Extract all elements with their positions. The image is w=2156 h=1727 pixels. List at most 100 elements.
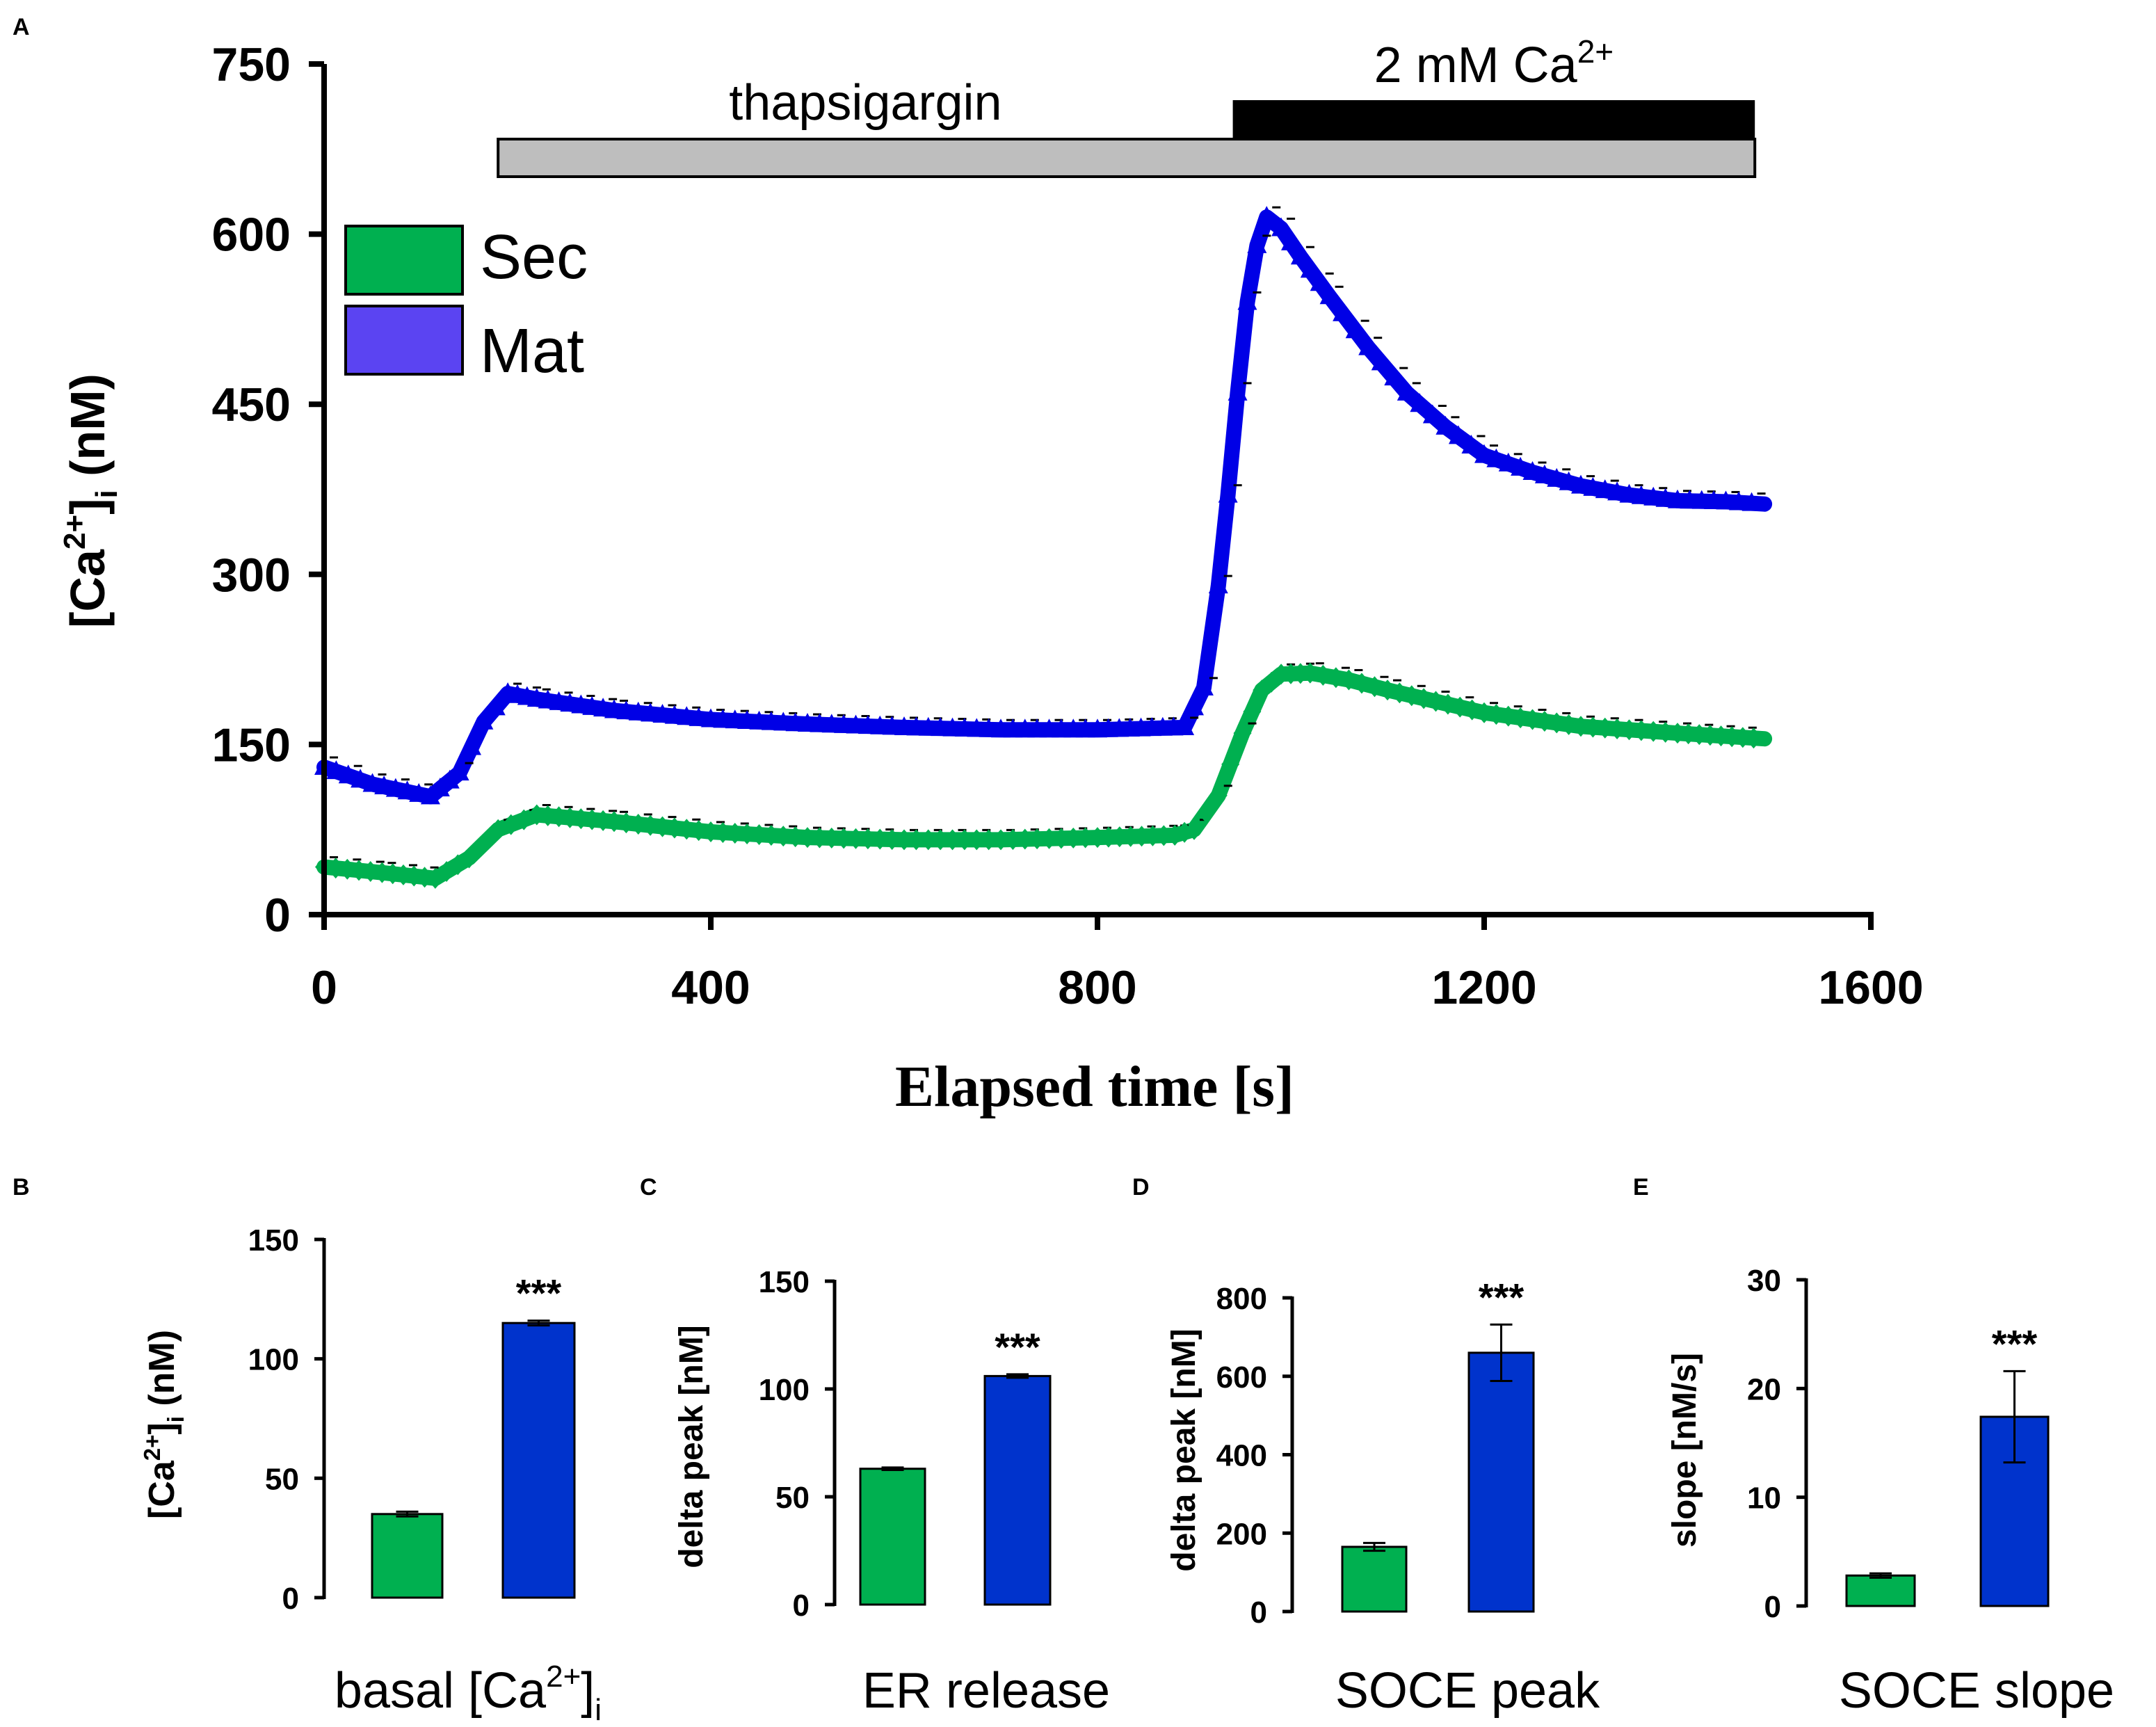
marker-sec (1110, 826, 1129, 848)
marker-sec (702, 821, 720, 842)
marker-sec (383, 863, 402, 885)
marker-mat (374, 776, 394, 795)
marker-sec (1326, 667, 1345, 689)
marker-sec (1064, 827, 1083, 849)
panel-letter-b: B (13, 1174, 30, 1200)
marker-sec (822, 827, 841, 849)
marker-mat (1175, 716, 1195, 735)
y-tick-label-d: 0 (1250, 1596, 1267, 1630)
marker-mat (846, 714, 866, 734)
legend-swatch-sec (344, 225, 464, 296)
calcium-label-main: 2 mM Ca (1374, 38, 1578, 93)
marker-mat (461, 736, 481, 755)
marker-sec (653, 816, 672, 837)
y-label-b-tail: (nM) (142, 1330, 182, 1416)
legend-label-mat: Mat (480, 316, 584, 386)
x-title-b: basal [Ca2+]i (335, 1660, 602, 1727)
marker-mat (1559, 471, 1579, 490)
marker-sec (1679, 723, 1698, 745)
marker-sec (1197, 802, 1216, 824)
marker-mat (1691, 490, 1712, 509)
significance-label-e: *** (1992, 1322, 2038, 1365)
marker-mat (1741, 492, 1762, 511)
marker-mat (385, 778, 405, 797)
y-tick-label-c: 50 (775, 1481, 810, 1515)
marker-mat (628, 701, 648, 721)
marker-sec (1040, 828, 1059, 849)
marker-mat (1583, 476, 1603, 496)
marker-mat (1595, 479, 1615, 499)
marker-sec (1733, 727, 1752, 748)
marker-sec (1233, 723, 1252, 744)
marker-sec (1499, 705, 1518, 727)
marker-sec (617, 812, 636, 834)
bar-mat (983, 1374, 1052, 1606)
series-line-mat (316, 209, 1773, 805)
y-tick-label-d: 800 (1216, 1282, 1267, 1316)
marker-sec (665, 817, 684, 839)
panel-e-bar-chart: 0 10 20 30 *** (1747, 1264, 2050, 1624)
marker-sec (1004, 828, 1022, 850)
marker-sec (605, 811, 623, 833)
marker-sec (629, 813, 647, 835)
marker-mat (1522, 461, 1543, 481)
x-title-e: SOCE slope (1839, 1663, 2114, 1719)
y-label-a-sub: i (90, 490, 124, 498)
marker-mat (1271, 217, 1292, 236)
marker-sec (858, 828, 877, 850)
significance-label-c: *** (995, 1325, 1040, 1369)
y-axis-label-e: slope [nM/s] (1666, 1353, 1703, 1548)
y-tick-label-c: 150 (759, 1265, 810, 1299)
marker-sec (405, 865, 424, 887)
marker-sec (1415, 688, 1433, 709)
marker-mat (430, 777, 450, 796)
marker-sec (1390, 682, 1409, 704)
y-tick-label: 750 (212, 38, 291, 91)
marker-sec (1143, 825, 1162, 846)
x-title-b-sub: i (595, 1693, 602, 1727)
marker-sec (798, 827, 816, 849)
marker-mat (967, 718, 987, 737)
marker-mat (1218, 483, 1238, 503)
marker-mat (761, 711, 781, 730)
marker-sec (527, 804, 546, 826)
marker-sec (1291, 663, 1310, 684)
x-title-b-main: basal [Ca (335, 1663, 547, 1719)
calcium-label: 2 mM Ca2+ (1374, 33, 1614, 93)
marker-mat (785, 712, 805, 732)
marker-mat (351, 769, 371, 788)
marker-mat (449, 762, 469, 781)
marker-mat (1474, 444, 1494, 463)
bar-sec (1845, 1574, 1916, 1607)
thapsigargin-bar (497, 138, 1757, 178)
marker-mat (749, 710, 769, 730)
marker-sec (1723, 726, 1741, 748)
marker-sec (677, 819, 696, 840)
y-tick-label: 0 (264, 889, 291, 942)
marker-sec (992, 829, 1010, 851)
marker-mat (1729, 491, 1749, 511)
marker-sec (1185, 819, 1203, 840)
panel-a-line-chart: thapsigargin 2 mM Ca2+ 01503004506007500… (58, 33, 1924, 1119)
marker-mat (1371, 351, 1391, 371)
x-tick-label: 1200 (1431, 961, 1536, 1014)
y-tick-label-d: 200 (1216, 1517, 1267, 1551)
marker-mat (1257, 206, 1277, 225)
panel-letter-d: D (1132, 1174, 1150, 1200)
marker-mat (1228, 381, 1248, 401)
marker-sec (1015, 828, 1034, 850)
marker-mat (1619, 483, 1639, 503)
marker-mat (326, 760, 346, 780)
bar-sec (371, 1513, 444, 1599)
marker-mat (641, 702, 661, 722)
panel-letter-e: E (1633, 1174, 1649, 1200)
marker-sec (967, 829, 986, 851)
y-label-b-close: ] (142, 1422, 182, 1434)
y-label-b-sub: i (163, 1416, 188, 1422)
y-tick-label-b: 150 (248, 1223, 299, 1258)
y-tick-label: 150 (212, 718, 291, 771)
marker-mat (616, 700, 636, 720)
marker-sec (1547, 712, 1566, 734)
marker-mat (918, 716, 938, 736)
marker-mat (1631, 485, 1651, 504)
